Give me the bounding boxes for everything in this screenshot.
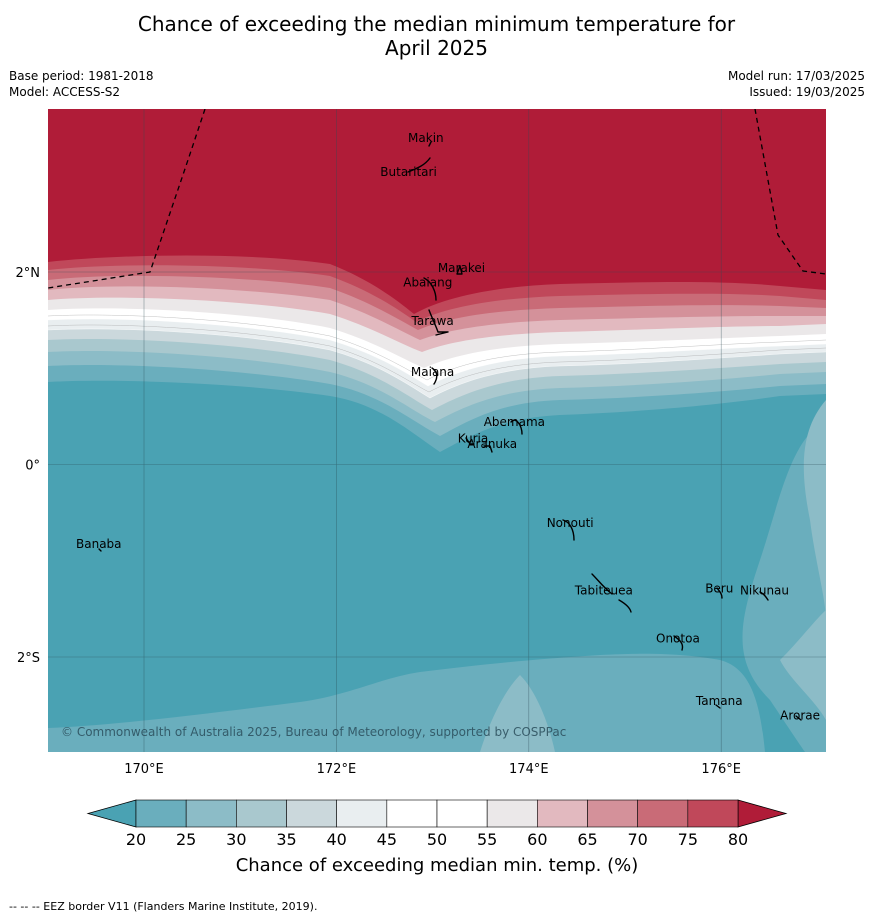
place-label-tamana: Tamana: [695, 694, 743, 708]
colorbar-swatch-10: [637, 799, 689, 828]
place-label-nonouti: Nonouti: [547, 516, 594, 530]
contour-band-east-3: [780, 610, 826, 720]
island-nonouti-shape: [562, 519, 575, 541]
colorbar-tick-label-9: 65: [577, 830, 597, 849]
map-title: Chance of exceeding the median minimum t…: [0, 12, 873, 60]
colorbar-swatch-11: [687, 799, 739, 828]
map-title-line-2: April 2025: [385, 36, 488, 60]
place-label-kuria: Kuria: [458, 431, 489, 445]
island-beru-shape: [716, 587, 723, 599]
island-arorae-shape: [795, 715, 802, 721]
place-label-tarawa: Tarawa: [411, 314, 454, 328]
metadata-left: Base period: 1981-2018 Model: ACCESS-S2: [9, 68, 154, 100]
colorbar-swatch-2: [236, 799, 287, 828]
colorbar-extend-below: [86, 799, 137, 828]
eez-border: [48, 109, 826, 289]
place-label-nikunau: Nikunau: [740, 583, 789, 597]
island-kuria-shape: [465, 437, 475, 445]
island-aranuka-shape: [483, 445, 493, 453]
y-tick-label-1: 0°: [25, 459, 40, 474]
issued-label: Issued: 19/03/2025: [749, 85, 865, 99]
place-label-abemama: Abemama: [484, 415, 545, 429]
x-tick-label-1: 172°E: [317, 762, 357, 777]
model-label: Model: ACCESS-S2: [9, 85, 121, 99]
y-tick-label-0: 2°N: [16, 266, 41, 281]
x-tick-label-3: 176°E: [701, 762, 741, 777]
colorbar-tick-label-11: 75: [678, 830, 698, 849]
island-abemama-shape: [510, 419, 523, 435]
y-tick-label-2: 2°S: [17, 651, 40, 666]
colorbar-swatch-7: [486, 799, 538, 828]
place-label-aranuka: Aranuka: [467, 437, 517, 451]
island-makin-shape: [428, 141, 432, 147]
place-label-onotoa: Onotoa: [656, 632, 700, 646]
contour-lines-grey: [48, 314, 826, 393]
colorbar-tick-label-10: 70: [627, 830, 647, 849]
place-label-makin: Makin: [408, 131, 444, 145]
place-label-arorae: Arorae: [780, 709, 820, 723]
colorbar-swatch-9: [587, 799, 638, 828]
island-nikunau-shape: [759, 591, 769, 601]
colorbar-label: Chance of exceeding median min. temp. (%…: [236, 855, 639, 876]
colorbar-tick-label-0: 20: [126, 830, 146, 849]
island-butaritari-shape: [407, 157, 431, 173]
colorbar-swatch-0: [135, 799, 187, 828]
contour-above-80: [48, 109, 826, 314]
contour-band-east-2: [803, 400, 826, 620]
copyright-notice: © Commonwealth of Australia 2025, Bureau…: [61, 725, 566, 739]
model-run-label: Model run: 17/03/2025: [727, 69, 865, 83]
colorbar-tick-label-12: 80: [728, 830, 748, 849]
colorbar-swatch-4: [336, 799, 388, 828]
colorbar-tick-label-8: 60: [527, 830, 547, 849]
place-label-banaba: Banaba: [76, 537, 122, 551]
contour-lines: [48, 318, 826, 399]
colorbar-tick-label-2: 30: [226, 830, 246, 849]
island-marakei-shape: [456, 265, 463, 275]
place-label-marakei: Marakei: [438, 261, 485, 275]
contour-band-south: [48, 653, 765, 752]
island-tabiteuea-shape: [591, 573, 632, 613]
island-tarawa-shape: [428, 309, 449, 336]
eez-border-east: [754, 109, 826, 275]
base-period-label: Base period: 1981-2018: [9, 69, 154, 83]
colorbar-swatch-5: [386, 799, 438, 828]
island-banaba-shape: [98, 548, 102, 552]
island-outlines: [98, 141, 802, 721]
place-label-tabiteuea: Tabiteuea: [574, 583, 633, 597]
colorbar-tick-label-4: 40: [326, 830, 346, 849]
place-label-maiana: Maiana: [411, 365, 454, 379]
eez-footnote: -- -- -- EEZ border V11 (Flanders Marine…: [9, 900, 318, 913]
colorbar-tick-label-3: 35: [276, 830, 296, 849]
colorbar-swatch-8: [537, 799, 588, 828]
graticule: [48, 109, 826, 752]
map-title-line-1: Chance of exceeding the median minimum t…: [137, 12, 736, 36]
place-label-abaiang: Abaiang: [403, 275, 452, 289]
colorbar-swatch-6: [436, 799, 488, 828]
colorbar-swatch-1: [185, 799, 237, 828]
contour-band-south-inner: [480, 675, 555, 752]
x-tick-label-2: 174°E: [509, 762, 549, 777]
island-maiana-shape: [431, 367, 438, 385]
island-tamana-shape: [715, 704, 721, 709]
colorbar-extend-above: [737, 799, 788, 828]
island-onotoa-shape: [673, 635, 684, 651]
place-label-beru: Beru: [705, 582, 733, 596]
colorbar-tick-label-1: 25: [176, 830, 196, 849]
place-label-butaritari: Butaritari: [380, 165, 437, 179]
colorbar-tick-label-7: 55: [477, 830, 497, 849]
island-abaiang-shape: [423, 277, 437, 301]
colorbar-swatch-3: [286, 799, 337, 828]
metadata-right: Model run: 17/03/2025 Issued: 19/03/2025: [728, 68, 865, 100]
axis-ticks: 170°E 172°E 174°E 176°E 2°N 0° 2°S: [16, 266, 741, 777]
colorbar-tick-label-6: 50: [427, 830, 447, 849]
eez-border-west: [48, 109, 206, 289]
colorbar: 20 25 30 35 40 45 50 55 60 65 70 75 80: [86, 799, 788, 849]
x-tick-label-0: 170°E: [124, 762, 164, 777]
colorbar-tick-label-5: 45: [377, 830, 397, 849]
